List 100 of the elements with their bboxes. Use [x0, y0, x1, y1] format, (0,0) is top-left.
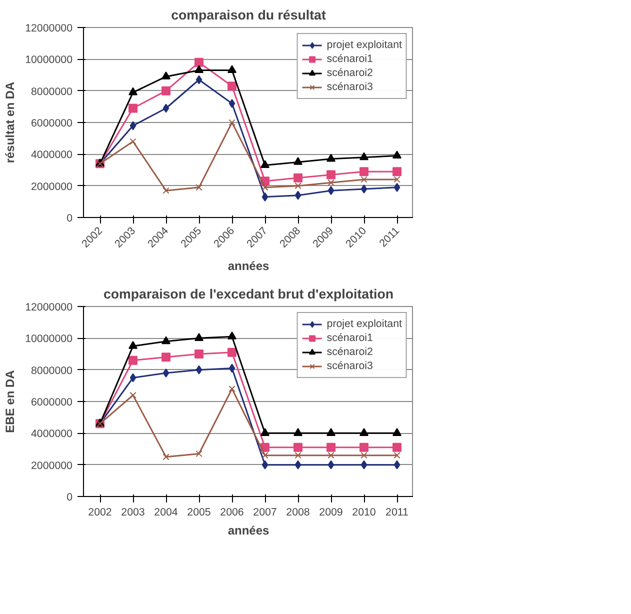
point: [360, 176, 368, 183]
point: [394, 182, 400, 192]
point: [262, 460, 268, 470]
point: [328, 460, 334, 470]
point: [130, 138, 136, 145]
point: [360, 442, 368, 452]
x-tick-label: 2005: [187, 506, 211, 518]
point: [196, 184, 202, 191]
chart-title: comparaison de l'excedant brut d'exploitation: [104, 286, 394, 302]
x-tick-label: 2007: [253, 506, 277, 518]
x-axis-title: années: [228, 258, 270, 273]
chart-title: comparaison du résultat: [171, 8, 326, 22]
y-tick-label: 6000000: [31, 118, 73, 130]
x-tick-label: 2006: [220, 506, 244, 518]
point: [394, 176, 400, 183]
point: [326, 170, 336, 180]
point: [162, 336, 170, 344]
y-tick-label: 2000000: [31, 180, 73, 193]
y-tick-label: 12000000: [25, 22, 73, 34]
point: [196, 450, 202, 458]
legend-label: scénaroi3: [326, 360, 373, 372]
point: [262, 192, 268, 202]
y-tick-label: 12000000: [25, 302, 73, 314]
point: [294, 460, 302, 470]
point: [228, 82, 236, 91]
point: [128, 356, 138, 365]
point: [392, 167, 402, 176]
point: [128, 104, 138, 113]
point: [294, 156, 302, 165]
point: [130, 121, 136, 130]
point: [228, 65, 236, 74]
point: [326, 154, 336, 162]
x-tick-label: 2002: [88, 506, 112, 518]
legend-label: projet exploitant: [326, 318, 402, 330]
point: [162, 86, 170, 96]
x-tick-label: 2004: [154, 506, 178, 518]
point: [162, 454, 170, 460]
point: [328, 186, 334, 196]
point: [392, 150, 402, 159]
point: [130, 392, 136, 398]
point: [328, 452, 334, 459]
y-tick-label: 0: [66, 492, 73, 504]
point: [162, 368, 170, 378]
point: [360, 152, 368, 160]
point: [162, 71, 170, 80]
point: [260, 160, 270, 168]
point: [360, 167, 368, 176]
legend-label: scénaroi3: [326, 81, 373, 93]
y-tick-label: 0: [66, 212, 73, 224]
point: [128, 340, 138, 349]
point: [328, 179, 334, 186]
point: [360, 460, 368, 470]
point: [162, 187, 170, 194]
point: [326, 428, 336, 436]
y-tick-label: 8000000: [31, 364, 73, 377]
x-tick-label: 2009: [319, 506, 343, 518]
x-tick-label: 2011: [386, 506, 409, 518]
point: [294, 452, 302, 459]
point: [128, 87, 138, 96]
point: [392, 442, 402, 452]
point: [326, 442, 336, 452]
point: [360, 184, 368, 194]
point: [260, 428, 270, 436]
point: [392, 428, 402, 436]
legend-label: projet exploitant: [326, 39, 402, 51]
point: [294, 182, 302, 190]
point: [262, 184, 268, 191]
point: [228, 99, 236, 108]
point: [194, 58, 204, 67]
x-tick-label: 2003: [121, 506, 145, 518]
point: [360, 452, 368, 459]
point: [228, 331, 236, 340]
legend-label: scénaroi2: [326, 346, 373, 358]
point: [194, 350, 204, 358]
x-axis-title: années: [228, 524, 270, 538]
y-tick-label: 4000000: [31, 428, 73, 440]
legend-label: scénaroi1: [326, 332, 373, 344]
x-tick-label: 2010: [352, 506, 376, 518]
point: [360, 428, 368, 436]
point: [162, 352, 170, 362]
point: [228, 386, 236, 392]
y-tick-label: 2000000: [31, 460, 73, 472]
legend-label: scénaroi2: [326, 67, 373, 79]
point: [294, 173, 302, 182]
y-tick-label: 10000000: [25, 333, 73, 346]
point: [228, 119, 236, 126]
point: [196, 365, 202, 374]
legend-label: scénaroi1: [326, 53, 373, 65]
y-axis-title: EBE en DA: [3, 370, 18, 433]
point: [262, 452, 268, 459]
point: [294, 442, 302, 452]
point: [162, 104, 170, 113]
point: [130, 373, 136, 382]
y-tick-label: 8000000: [31, 86, 73, 98]
point: [294, 428, 302, 436]
point: [228, 364, 236, 373]
y-tick-label: 6000000: [31, 396, 73, 408]
y-tick-label: 10000000: [25, 54, 73, 66]
point: [394, 460, 400, 470]
x-tick-label: 2008: [286, 506, 310, 518]
